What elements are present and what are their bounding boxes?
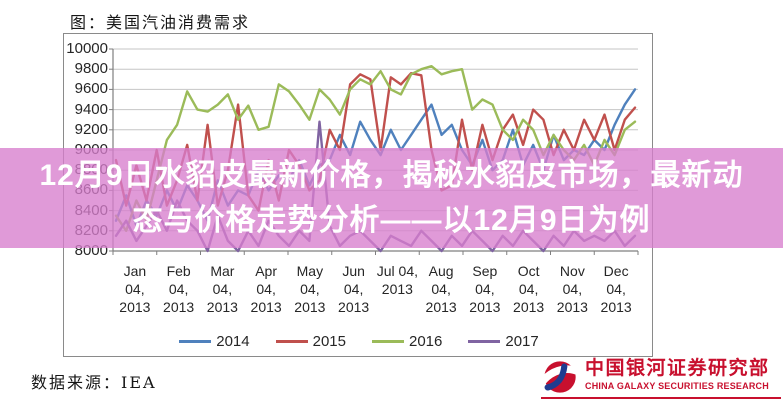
x-tick-label: Jan 04, 2013 bbox=[119, 263, 151, 316]
x-tick-label: Jun 04, 2013 bbox=[338, 263, 370, 316]
legend-swatch bbox=[275, 339, 308, 343]
legend-swatch bbox=[179, 339, 212, 343]
y-tick-label: 9800 bbox=[74, 60, 108, 78]
chart-title: 图：美国汽油消费需求 bbox=[70, 13, 251, 32]
series-line-2016 bbox=[114, 65, 637, 233]
x-tick-label: Apr 04, 2013 bbox=[250, 263, 282, 316]
legend-label: 2015 bbox=[312, 332, 346, 350]
x-tick-label: May 04, 2013 bbox=[294, 263, 326, 316]
logo-underline bbox=[541, 397, 781, 399]
headline-line-1: 12月9日水貂皮最新价格，揭秘水貂皮市场，最新动 bbox=[39, 159, 744, 192]
y-tick-label: 9600 bbox=[74, 80, 108, 98]
legend-label: 2017 bbox=[505, 332, 539, 350]
data-source-label: 数据来源：IEA bbox=[31, 373, 157, 392]
x-tick-label: Aug 04, 2013 bbox=[425, 263, 457, 316]
y-tick-label: 9200 bbox=[74, 120, 108, 138]
x-tick-label: Sep 04, 2013 bbox=[469, 263, 501, 316]
x-tick-label: Oct 04, 2013 bbox=[513, 263, 545, 316]
y-tick-label: 10000 bbox=[66, 40, 108, 57]
publisher-name-cn: 中国银河证券研究部 bbox=[585, 358, 770, 379]
legend-item-2017: 2017 bbox=[468, 332, 539, 350]
headline-line-2: 态与价格走势分析——以12月9日为例 bbox=[132, 204, 651, 237]
legend-item-2016: 2016 bbox=[372, 333, 442, 350]
x-axis-labels: Jan 04, 2013 Feb 04, 2013 Mar 04, 2013 Apr … bbox=[64, 34, 654, 358]
galaxy-logo-icon bbox=[541, 361, 579, 393]
publisher-logo: 中国银河证券研究部 CHINA GALAXY SECURITIES RESEAR… bbox=[541, 357, 781, 399]
legend-swatch bbox=[468, 339, 501, 343]
y-tick-label: 9400 bbox=[74, 100, 108, 118]
x-tick-label: Mar 04, 2013 bbox=[206, 263, 238, 316]
x-tick-label: Nov 04, 2013 bbox=[556, 263, 588, 316]
legend-item-2014: 2014 bbox=[179, 332, 250, 350]
x-tick-label: Dec 04, 2013 bbox=[600, 263, 632, 316]
headline-overlay: 12月9日水貂皮最新价格，揭秘水貂皮市场，最新动 态与价格走势分析——以12月9… bbox=[0, 148, 783, 248]
x-tick-label: Feb 04, 2013 bbox=[163, 263, 195, 316]
chart-legend: 2014 2015 2016 2017 bbox=[64, 329, 654, 353]
publisher-name-en: CHINA GALAXY SECURITIES RESEARCH bbox=[585, 381, 769, 391]
x-tick-label: Jul 04, 2013 bbox=[376, 263, 418, 298]
publisher-text: 中国银河证券研究部 CHINA GALAXY SECURITIES RESEAR… bbox=[585, 357, 781, 391]
legend-swatch bbox=[372, 339, 404, 343]
legend-label: 2016 bbox=[409, 332, 443, 350]
legend-item-2015: 2015 bbox=[275, 332, 346, 350]
legend-label: 2014 bbox=[216, 332, 250, 350]
